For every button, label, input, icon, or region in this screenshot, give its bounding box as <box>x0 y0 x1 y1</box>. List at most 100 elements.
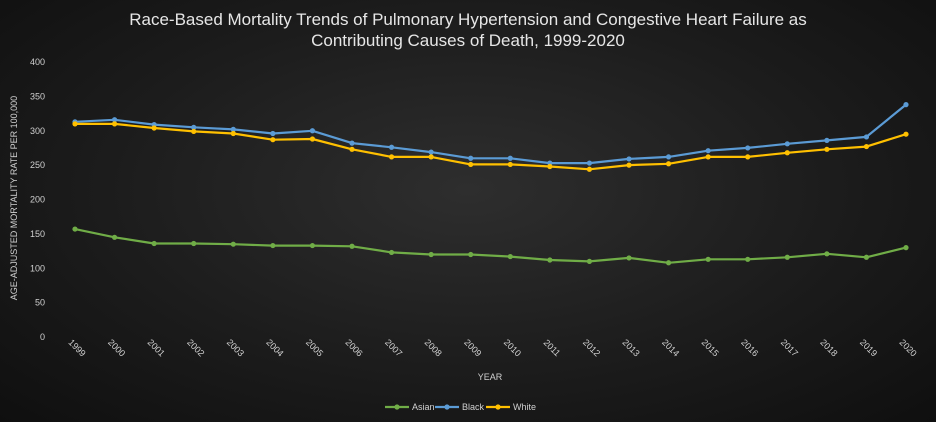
data-point-asian <box>665 260 672 266</box>
legend-item-black: Black <box>435 402 485 412</box>
x-tick-label: 2020 <box>898 337 919 358</box>
x-tick-label: 2004 <box>264 337 285 358</box>
x-tick-label: 2011 <box>542 337 563 358</box>
data-point-white <box>547 163 553 170</box>
legend-label-white: White <box>513 402 536 412</box>
x-tick-label: 2010 <box>502 337 523 358</box>
legend-item-asian: Asian <box>385 402 435 412</box>
legend-label-black: Black <box>462 402 485 412</box>
series-line-black <box>74 103 907 165</box>
y-tick-label: 300 <box>30 126 45 136</box>
x-tick-label: 2014 <box>660 337 681 358</box>
data-point-black <box>507 155 513 161</box>
series-line-asian <box>74 228 907 264</box>
x-tick-label: 2012 <box>581 337 602 358</box>
y-tick-label: 200 <box>30 195 45 205</box>
legend-marker-white <box>495 404 501 410</box>
data-point-black <box>270 130 276 137</box>
data-point-white <box>507 161 513 168</box>
data-point-black <box>903 102 909 108</box>
data-point-black <box>230 126 236 132</box>
y-tick-label: 250 <box>30 160 45 170</box>
x-tick-label: 2013 <box>621 337 642 358</box>
data-point-asian <box>626 255 632 261</box>
x-tick-label: 2003 <box>225 337 246 358</box>
y-axis-label: AGE-ADJUSTED MORTALITY RATE PER 100,000 <box>9 96 19 300</box>
legend-marker-black <box>444 404 450 410</box>
y-axis-ticks: 0 50 100 150 200 250 300 350 400 <box>30 57 45 342</box>
data-point-black <box>784 141 790 147</box>
legend-item-white: White <box>486 402 536 412</box>
data-point-black <box>586 160 593 166</box>
y-tick-label: 0 <box>40 332 45 342</box>
data-point-asian <box>428 251 434 258</box>
series-line-white <box>75 122 907 171</box>
data-point-black <box>309 128 316 134</box>
data-point-asian <box>705 256 711 262</box>
data-point-white <box>705 154 711 160</box>
x-tick-label: 2006 <box>344 337 365 358</box>
data-point-asian <box>468 251 474 258</box>
data-point-asian <box>903 245 909 251</box>
data-point-white <box>824 146 830 152</box>
data-point-asian <box>547 257 553 263</box>
data-point-white <box>428 154 434 160</box>
data-point-asian <box>230 241 236 247</box>
data-point-asian <box>270 242 276 249</box>
data-point-asian <box>824 251 830 257</box>
data-point-white <box>309 136 316 142</box>
x-tick-label: 2009 <box>462 337 483 358</box>
data-point-black <box>665 154 672 160</box>
legend-marker-asian <box>394 404 400 410</box>
x-tick-label: 2001 <box>146 337 167 358</box>
data-point-asian <box>191 240 197 247</box>
data-point-black <box>626 156 632 162</box>
data-point-white <box>388 154 395 160</box>
x-axis-label: YEAR <box>478 372 503 382</box>
legend: Asian Black White <box>385 402 536 412</box>
data-point-asian <box>349 243 355 249</box>
data-point-white <box>863 143 870 150</box>
y-tick-label: 350 <box>30 91 45 101</box>
data-point-black <box>349 140 355 146</box>
x-tick-label: 2000 <box>106 337 127 358</box>
x-tick-label: 2008 <box>423 337 444 358</box>
data-point-white <box>72 121 78 127</box>
data-point-white <box>270 137 276 143</box>
data-point-asian <box>111 234 118 240</box>
y-tick-label: 400 <box>30 57 45 67</box>
x-axis-ticks: 1999 2000 2001 2002 2003 2004 2005 2006 2007 2008… <box>67 337 919 358</box>
chart-title-line-2: Contributing Causes of Death, 1999-2020 <box>311 31 625 50</box>
data-point-asian <box>586 258 593 264</box>
data-point-white <box>191 128 197 135</box>
x-tick-label: 2019 <box>858 337 879 358</box>
data-point-white <box>151 125 157 131</box>
y-tick-label: 50 <box>35 298 45 308</box>
data-point-black <box>745 145 751 151</box>
data-point-asian <box>784 254 790 260</box>
data-point-white <box>665 161 672 167</box>
y-tick-label: 100 <box>30 263 45 273</box>
data-point-white <box>784 150 790 156</box>
data-point-white <box>586 166 593 172</box>
x-tick-label: 2005 <box>304 337 325 358</box>
data-point-asian <box>745 256 751 262</box>
data-point-asian <box>72 226 78 232</box>
x-tick-label: 2007 <box>383 337 404 358</box>
data-point-asian <box>388 249 395 256</box>
data-point-black <box>824 137 830 143</box>
data-point-asian <box>309 242 316 249</box>
data-point-white <box>745 154 751 160</box>
data-point-asian <box>863 254 870 260</box>
data-point-white <box>468 161 474 168</box>
data-point-white <box>626 162 632 168</box>
data-point-black <box>468 155 474 161</box>
data-point-black <box>705 148 711 154</box>
data-point-black <box>191 124 197 130</box>
x-tick-label: 1999 <box>67 337 88 358</box>
x-tick-label: 2018 <box>818 337 839 358</box>
data-point-asian <box>507 253 513 260</box>
series-points <box>72 102 909 266</box>
data-point-white <box>230 130 236 137</box>
